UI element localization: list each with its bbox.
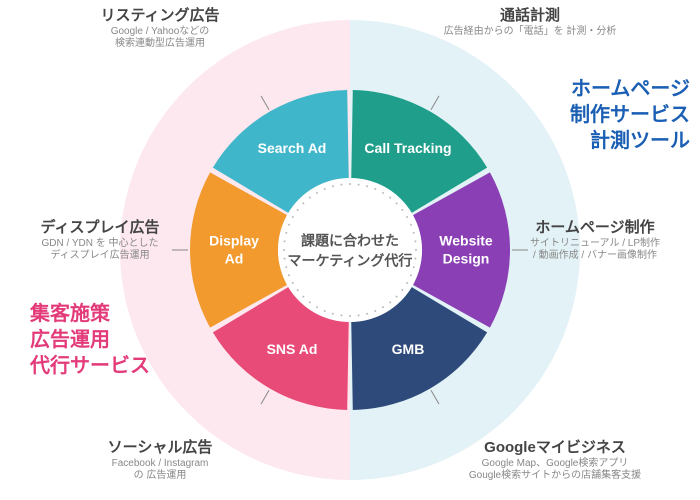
center-dot xyxy=(414,258,416,260)
center-dot xyxy=(288,274,290,276)
center-dot xyxy=(324,188,326,190)
center-dot xyxy=(366,185,368,187)
center-dot xyxy=(285,232,287,234)
center-dot xyxy=(389,197,391,199)
outer-title-google: Googleマイビジネス xyxy=(484,439,626,456)
center-circle xyxy=(278,178,422,322)
center-dot xyxy=(349,183,351,185)
center-dot xyxy=(406,216,408,218)
center-dot xyxy=(284,240,286,242)
center-dot xyxy=(406,282,408,284)
center-dot xyxy=(292,216,294,218)
outer-sub2-hp: / 動画作成 / バナー画像制作 xyxy=(533,248,657,261)
center-dot xyxy=(283,249,285,251)
center-dot xyxy=(410,224,412,226)
side-left-3: 代行サービス xyxy=(29,353,150,377)
outer-title-disp: ディスプレイ広告 xyxy=(41,218,160,236)
outer-title-hp: ホームページ制作 xyxy=(535,218,654,236)
outer-title-social: ソーシャル広告 xyxy=(108,438,213,456)
center-dot xyxy=(340,184,342,186)
center-dot xyxy=(297,209,299,211)
outer-sub1-tsuuwa: 広告経由からの「電話」を 計測・分析 xyxy=(444,24,617,37)
center-dot xyxy=(374,310,376,312)
center-dot xyxy=(358,314,360,316)
segment-label-display-1: Display xyxy=(209,233,259,249)
center-dot xyxy=(297,289,299,291)
center-dot xyxy=(382,192,384,194)
center-dot xyxy=(349,315,351,317)
center-dot xyxy=(413,232,415,234)
center-dot xyxy=(292,282,294,284)
center-line1: 課題に合わせた xyxy=(301,233,399,249)
center-line2: マーケティング代行 xyxy=(288,253,413,269)
segment-label-web-1: Website xyxy=(439,233,493,249)
outer-sub1-disp: GDN / YDN を 中心とした xyxy=(41,236,158,249)
side-left-1: 集客施策 xyxy=(29,301,111,325)
segment-label-gmb: GMB xyxy=(392,341,425,357)
center-dot xyxy=(302,296,304,298)
side-right-2: 制作サービス xyxy=(570,102,690,126)
center-dot xyxy=(396,296,398,298)
outer-sub2-disp: ディスプレイ広告運用 xyxy=(50,248,149,261)
outer-title-listing: リスティング広告 xyxy=(100,6,219,24)
center-dot xyxy=(316,192,318,194)
center-dot xyxy=(414,240,416,242)
outer-sub2-social: の 広告運用 xyxy=(134,468,187,481)
center-dot xyxy=(324,310,326,312)
center-dot xyxy=(413,266,415,268)
center-dot xyxy=(284,258,286,260)
side-right-1: ホームページ xyxy=(571,78,690,100)
outer-sub2-listing: 検索連動型広告運用 xyxy=(115,36,205,49)
center-dot xyxy=(374,188,376,190)
side-right-3: 計測ツール xyxy=(590,128,690,152)
segment-label-display-2: Ad xyxy=(225,251,244,267)
center-dot xyxy=(382,306,384,308)
center-dot xyxy=(389,301,391,303)
outer-title-tsuuwa: 通話計測 xyxy=(500,6,560,24)
center-dot xyxy=(309,197,311,199)
center-dot xyxy=(316,306,318,308)
center-dot xyxy=(358,184,360,186)
center-dot xyxy=(340,314,342,316)
center-dot xyxy=(332,185,334,187)
center-dot xyxy=(302,202,304,204)
outer-sub2-google: Gougle検索サイトからの店舗集客支援 xyxy=(469,468,641,481)
center-dot xyxy=(332,313,334,315)
segment-label-search: Search Ad xyxy=(258,140,327,156)
segment-label-call: Call Tracking xyxy=(364,140,451,156)
segment-label-web-2: Design xyxy=(443,251,490,267)
center-dot xyxy=(366,313,368,315)
outer-sub1-listing: Google / Yahooなどの xyxy=(111,25,210,37)
outer-sub1-hp: サイトリニューアル / LP制作 xyxy=(530,236,660,249)
side-left-2: 広告運用 xyxy=(30,327,110,351)
center-dot xyxy=(288,224,290,226)
center-dot xyxy=(401,289,403,291)
outer-sub1-google: Google Map、Google検索アプリ xyxy=(482,456,629,469)
center-dot xyxy=(401,209,403,211)
segment-label-sns: SNS Ad xyxy=(267,341,318,357)
center-dot xyxy=(410,274,412,276)
outer-sub1-social: Facebook / Instagram xyxy=(112,458,209,469)
center-dot xyxy=(396,202,398,204)
center-dot xyxy=(415,249,417,251)
center-dot xyxy=(309,301,311,303)
